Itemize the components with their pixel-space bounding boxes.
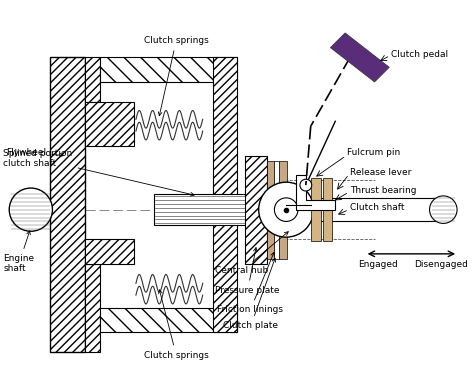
Polygon shape — [279, 160, 287, 259]
Text: Friction linings: Friction linings — [218, 253, 283, 314]
Polygon shape — [85, 57, 100, 102]
Polygon shape — [26, 202, 51, 217]
Text: Clutch springs: Clutch springs — [144, 290, 209, 359]
Text: Clutch pedal: Clutch pedal — [391, 50, 448, 59]
Text: Clutch springs: Clutch springs — [144, 36, 209, 116]
Text: Central hub: Central hub — [216, 232, 288, 275]
Polygon shape — [330, 33, 389, 82]
Text: Clutch shaft: Clutch shaft — [350, 203, 404, 212]
Polygon shape — [245, 155, 266, 264]
Polygon shape — [212, 57, 237, 332]
Polygon shape — [85, 102, 134, 146]
Polygon shape — [85, 264, 100, 352]
Polygon shape — [100, 57, 237, 82]
Text: Flywheel: Flywheel — [6, 148, 64, 157]
Text: Splined portion
clutch shaft: Splined portion clutch shaft — [3, 149, 194, 196]
Polygon shape — [85, 239, 134, 264]
Polygon shape — [100, 308, 237, 332]
Text: Release lever: Release lever — [350, 168, 411, 177]
Polygon shape — [51, 57, 85, 352]
Circle shape — [429, 196, 457, 223]
Polygon shape — [274, 160, 279, 259]
Text: Thrust bearing: Thrust bearing — [350, 186, 417, 194]
Text: Engaged: Engaged — [358, 260, 397, 269]
Text: Clutch plate: Clutch plate — [223, 258, 278, 330]
Polygon shape — [311, 178, 320, 241]
Circle shape — [300, 179, 312, 191]
Text: Fulcrum pin: Fulcrum pin — [347, 148, 401, 157]
Circle shape — [9, 188, 53, 231]
Polygon shape — [296, 175, 335, 210]
Polygon shape — [286, 198, 443, 222]
Polygon shape — [266, 160, 274, 259]
Text: Disengaged: Disengaged — [414, 260, 468, 269]
Circle shape — [259, 182, 314, 237]
Text: Engine
shaft: Engine shaft — [3, 231, 35, 274]
Text: Pressure plate: Pressure plate — [216, 248, 280, 295]
Polygon shape — [154, 194, 252, 225]
Polygon shape — [322, 178, 332, 241]
